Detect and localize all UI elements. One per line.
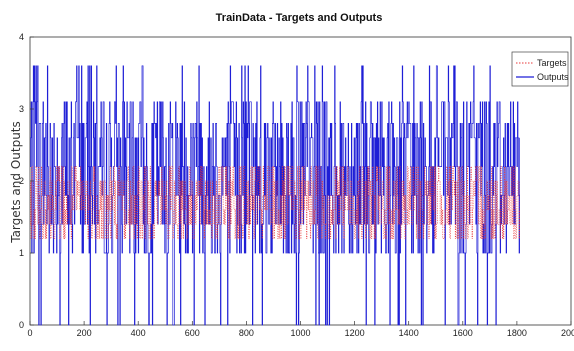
x-tick-label: 200: [77, 328, 92, 338]
y-tick-label: 0: [19, 320, 24, 330]
plot-region: [30, 65, 520, 326]
legend-label-outputs: Outputs: [537, 72, 569, 82]
y-tick-label: 2: [19, 176, 24, 186]
x-tick-label: 800: [239, 328, 254, 338]
series-line-outputs: [30, 65, 520, 326]
y-tick-label: 1: [19, 248, 24, 258]
x-tick-label: 1200: [345, 328, 365, 338]
x-tick-label: 0: [27, 328, 32, 338]
x-tick-label: 1800: [507, 328, 527, 338]
x-tick-label: 1600: [453, 328, 473, 338]
x-tick-label: 400: [131, 328, 146, 338]
y-tick-label: 3: [19, 104, 24, 114]
x-tick-label: 1000: [290, 328, 310, 338]
legend: Targets Outputs: [511, 51, 569, 87]
legend-box: [511, 51, 569, 87]
y-axis-label: Targets and Outputs: [9, 121, 23, 244]
x-tick-label: 600: [185, 328, 200, 338]
y-tick-label: 4: [19, 32, 24, 42]
legend-label-targets: Targets: [537, 58, 567, 68]
chart-title: TrainData - Targets and Outputs: [216, 12, 383, 24]
x-tick-label: 1400: [399, 328, 419, 338]
